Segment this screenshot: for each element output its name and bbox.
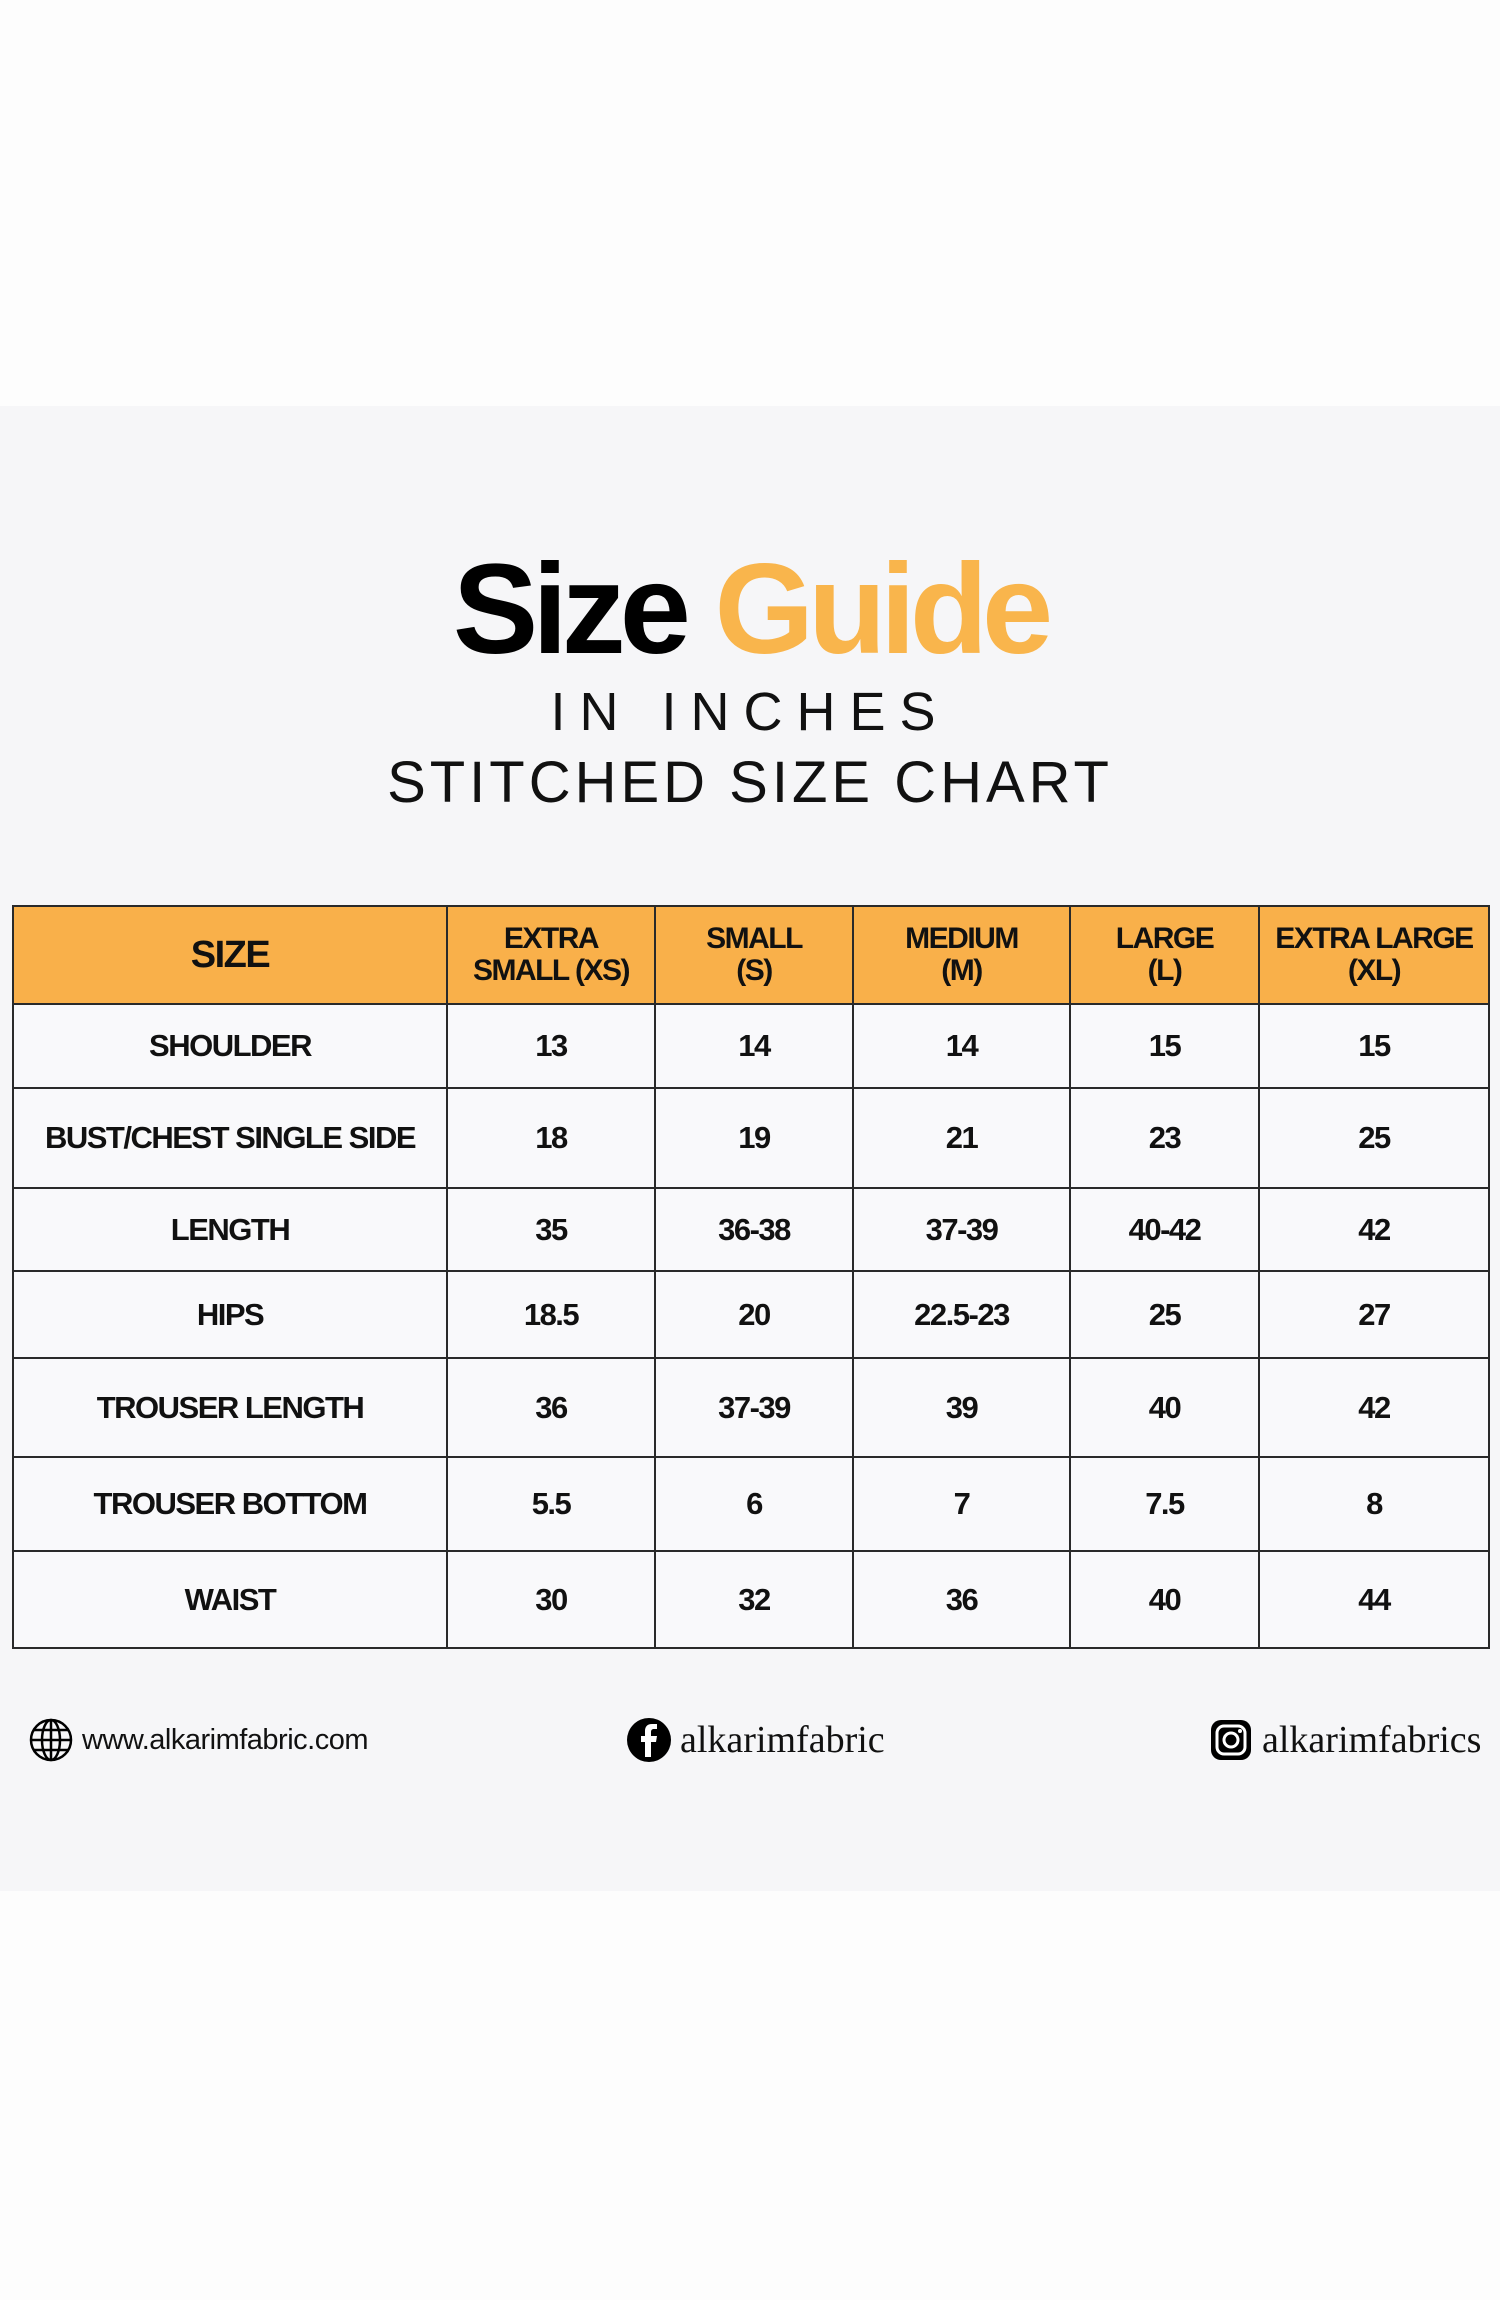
measurement-label: LENGTH: [12, 1187, 448, 1272]
measurement-value: 13: [446, 1003, 656, 1089]
website-link[interactable]: www.alkarimfabric.com: [28, 1710, 369, 1770]
table-row: WAIST 30 32 36 40 44: [12, 1550, 1490, 1649]
header-label-line: (L): [1147, 954, 1183, 987]
measurement-label: TROUSER BOTTOM: [12, 1456, 448, 1552]
header-label-line: (S): [736, 954, 773, 987]
table-row: TROUSER LENGTH 36 37-39 39 40 42: [12, 1357, 1490, 1458]
instagram-handle: alkarimfabrics: [1262, 1719, 1482, 1761]
measurement-value: 36: [446, 1357, 656, 1458]
instagram-icon: [1211, 1720, 1251, 1760]
measurement-label: TROUSER LENGTH: [12, 1357, 448, 1458]
header-label-line: SMALL (XS): [472, 954, 631, 987]
header-label-line: (M): [941, 954, 983, 987]
header-size-column: MEDIUM (M): [852, 905, 1071, 1005]
facebook-link[interactable]: alkarimfabric: [626, 1710, 885, 1770]
measurement-value: 27: [1258, 1270, 1490, 1359]
header-size: SIZE: [12, 905, 448, 1005]
table-row: LENGTH 35 36-38 37-39 40-42 42: [12, 1187, 1490, 1272]
header-label-line: EXTRA: [503, 922, 600, 955]
measurement-value: 39: [852, 1357, 1071, 1458]
measurement-value: 25: [1069, 1270, 1260, 1359]
table-row: TROUSER BOTTOM 5.5 6 7 7.5 8: [12, 1456, 1490, 1552]
measurement-label: HIPS: [12, 1270, 448, 1359]
header-label-line: SMALL: [706, 922, 803, 955]
measurement-value: 14: [852, 1003, 1071, 1089]
measurement-value: 36: [852, 1550, 1071, 1649]
measurement-value: 18.5: [446, 1270, 656, 1359]
facebook-handle: alkarimfabric: [680, 1719, 885, 1761]
measurement-value: 32: [654, 1550, 854, 1649]
header-size-column: SMALL (S): [654, 905, 854, 1005]
title-word-size: Size: [452, 538, 691, 681]
table-row: BUST/CHEST SINGLE SIDE 18 19 21 23 25: [12, 1087, 1490, 1189]
header-size-column: LARGE (L): [1069, 905, 1260, 1005]
website-text: www.alkarimfabric.com: [82, 1723, 369, 1756]
measurement-value: 42: [1258, 1357, 1490, 1458]
measurement-value: 37-39: [852, 1187, 1071, 1272]
measurement-label: BUST/CHEST SINGLE SIDE: [12, 1087, 448, 1189]
measurement-value: 37-39: [654, 1357, 854, 1458]
table-row: HIPS 18.5 20 22.5-23 25 27: [12, 1270, 1490, 1359]
measurement-label: WAIST: [12, 1550, 448, 1649]
measurement-label: SHOULDER: [12, 1003, 448, 1089]
measurement-value: 23: [1069, 1087, 1260, 1189]
measurement-value: 21: [852, 1087, 1071, 1189]
globe-icon: [29, 1718, 73, 1762]
measurement-value: 30: [446, 1550, 656, 1649]
header-label-line: MEDIUM: [905, 922, 1019, 955]
title-word-guide: Guide: [714, 538, 1054, 681]
header-label-line: EXTRA LARGE: [1275, 922, 1474, 955]
header-label-line: (XL): [1347, 954, 1402, 987]
page-title: Size Guide: [0, 540, 1500, 680]
measurement-value: 19: [654, 1087, 854, 1189]
measurement-value: 15: [1069, 1003, 1260, 1089]
measurement-value: 5.5: [446, 1456, 656, 1552]
measurement-value: 20: [654, 1270, 854, 1359]
measurement-value: 44: [1258, 1550, 1490, 1649]
measurement-value: 14: [654, 1003, 854, 1089]
measurement-value: 7: [852, 1456, 1071, 1552]
facebook-icon: [627, 1718, 671, 1762]
measurement-value: 6: [654, 1456, 854, 1552]
measurement-value: 15: [1258, 1003, 1490, 1089]
instagram-link[interactable]: alkarimfabrics: [1208, 1710, 1481, 1770]
measurement-value: 40: [1069, 1550, 1260, 1649]
measurement-value: 40: [1069, 1357, 1260, 1458]
header-size-column: EXTRA LARGE (XL): [1258, 905, 1490, 1005]
measurement-value: 18: [446, 1087, 656, 1189]
table-row: SHOULDER 13 14 14 15 15: [12, 1003, 1490, 1089]
header-label-line: LARGE: [1115, 922, 1215, 955]
measurement-value: 36-38: [654, 1187, 854, 1272]
measurement-value: 25: [1258, 1087, 1490, 1189]
header-label-line: SIZE: [190, 934, 271, 976]
measurement-value: 22.5-23: [852, 1270, 1071, 1359]
measurement-value: 8: [1258, 1456, 1490, 1552]
measurement-value: 35: [446, 1187, 656, 1272]
subtitle-units: IN INCHES: [550, 682, 950, 742]
measurement-value: 7.5: [1069, 1456, 1260, 1552]
measurement-value: 42: [1258, 1187, 1490, 1272]
subtitle-chart: STITCHED SIZE CHART: [387, 750, 1113, 815]
measurement-value: 40-42: [1069, 1187, 1260, 1272]
table-header-row: SIZE EXTRA SMALL (XS) SMALL (S) MEDIUM (M) LARG…: [12, 905, 1490, 1005]
size-chart-table: SIZE EXTRA SMALL (XS) SMALL (S) MEDIUM (M) LARG…: [12, 905, 1490, 1649]
header-size-column: EXTRA SMALL (XS): [446, 905, 656, 1005]
